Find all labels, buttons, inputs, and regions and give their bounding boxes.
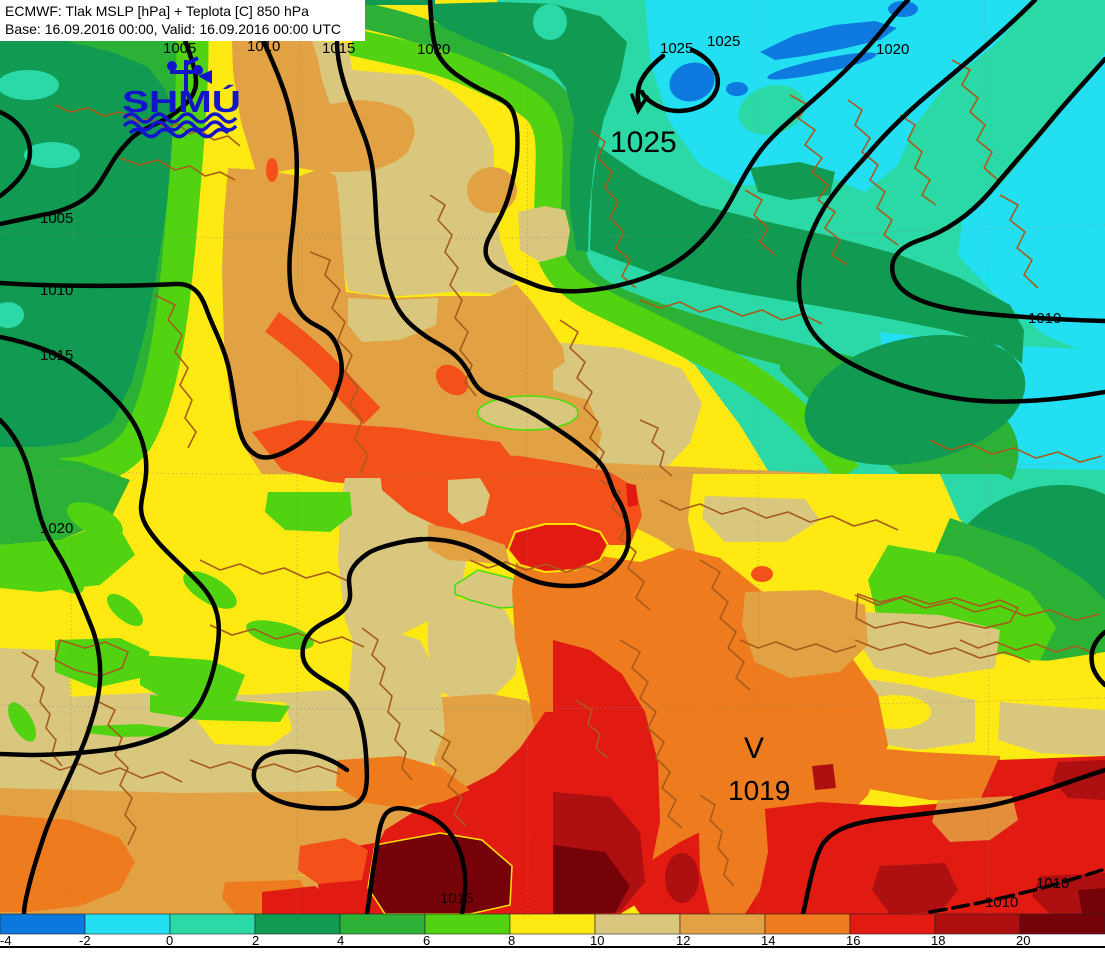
svg-text:2: 2 bbox=[252, 933, 259, 948]
svg-text:1019: 1019 bbox=[728, 775, 790, 806]
svg-text:14: 14 bbox=[761, 933, 775, 948]
svg-text:1010: 1010 bbox=[1028, 310, 1061, 327]
svg-text:6: 6 bbox=[423, 933, 430, 948]
svg-text:18: 18 bbox=[931, 933, 945, 948]
svg-text:1025: 1025 bbox=[707, 33, 740, 50]
svg-text:-4: -4 bbox=[0, 933, 12, 948]
svg-text:16: 16 bbox=[846, 933, 860, 948]
svg-text:ECMWF: Tlak MSLP [hPa] + Teplo: ECMWF: Tlak MSLP [hPa] + Teplota [C] 850… bbox=[5, 3, 309, 19]
svg-text:-2: -2 bbox=[79, 933, 91, 948]
svg-text:SHMÚ: SHMÚ bbox=[122, 83, 241, 119]
svg-text:1005: 1005 bbox=[163, 40, 196, 57]
svg-text:1010: 1010 bbox=[247, 38, 280, 55]
svg-text:10: 10 bbox=[590, 933, 604, 948]
svg-text:1015: 1015 bbox=[40, 347, 73, 364]
svg-text:1010: 1010 bbox=[40, 282, 73, 299]
svg-text:1020: 1020 bbox=[876, 41, 909, 58]
svg-text:Base: 16.09.2016 00:00, Valid:: Base: 16.09.2016 00:00, Valid: 16.09.201… bbox=[5, 21, 341, 37]
svg-text:V: V bbox=[744, 732, 764, 765]
svg-text:4: 4 bbox=[337, 933, 344, 948]
svg-text:1010: 1010 bbox=[985, 894, 1018, 911]
svg-text:1005: 1005 bbox=[40, 210, 73, 227]
svg-text:1015: 1015 bbox=[440, 890, 473, 907]
svg-text:1010: 1010 bbox=[1036, 875, 1069, 892]
svg-text:1020: 1020 bbox=[40, 520, 73, 537]
svg-text:20: 20 bbox=[1016, 933, 1030, 948]
svg-text:8: 8 bbox=[508, 933, 515, 948]
svg-text:1025: 1025 bbox=[660, 40, 693, 57]
svg-text:1020: 1020 bbox=[417, 41, 450, 58]
svg-text:1025: 1025 bbox=[610, 126, 677, 159]
svg-text:1015: 1015 bbox=[322, 40, 355, 57]
svg-text:0: 0 bbox=[166, 933, 173, 948]
svg-text:12: 12 bbox=[676, 933, 690, 948]
